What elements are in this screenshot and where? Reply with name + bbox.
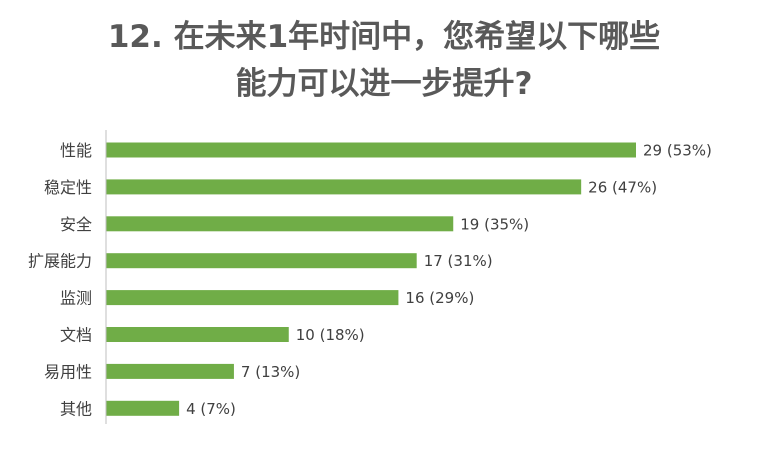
chart-title-line-1: 12. 在未来1年时间中，您希望以下哪些 — [107, 19, 661, 55]
value-label: 26 (47%) — [588, 178, 657, 196]
value-label: 17 (31%) — [424, 252, 493, 270]
bar-3 — [106, 253, 417, 269]
category-label: 易用性 — [44, 362, 92, 381]
bars-group — [106, 142, 636, 416]
category-label: 文档 — [60, 326, 92, 345]
bar-7 — [106, 400, 180, 416]
category-label: 性能 — [60, 141, 92, 160]
value-label: 29 (53%) — [643, 142, 712, 160]
chart-title-line-2: 能力可以进一步提升? — [235, 66, 533, 102]
chart-title: 12. 在未来1年时间中，您希望以下哪些 能力可以进一步提升? — [0, 14, 768, 108]
bar-2 — [106, 216, 454, 232]
value-labels-group: 29 (53%) 26 (47%) 19 (35%) 17 (31%) 16 (29%)… — [186, 142, 712, 418]
category-label: 稳定性 — [44, 178, 92, 197]
bar-4 — [106, 290, 399, 306]
category-label: 监测 — [60, 289, 92, 308]
value-label: 4 (7%) — [186, 400, 236, 418]
value-label: 10 (18%) — [296, 326, 365, 344]
bar-0 — [106, 142, 636, 158]
category-label: 扩展能力 — [28, 252, 92, 271]
value-label: 16 (29%) — [405, 289, 474, 307]
category-label: 其他 — [60, 399, 92, 418]
value-label: 19 (35%) — [460, 215, 529, 233]
category-label: 安全 — [60, 215, 92, 234]
value-label: 7 (13%) — [241, 363, 300, 381]
bar-1 — [106, 179, 582, 195]
bar-5 — [106, 327, 289, 342]
bar-6 — [106, 363, 234, 379]
